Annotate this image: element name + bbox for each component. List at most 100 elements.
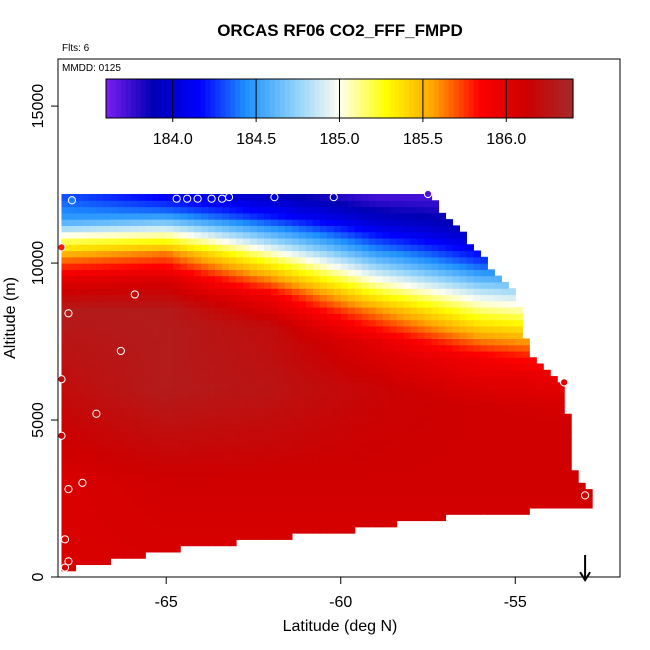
field-cell bbox=[263, 533, 272, 540]
field-cell bbox=[284, 501, 293, 509]
field-cell bbox=[557, 489, 565, 496]
field-cell bbox=[89, 212, 97, 220]
field-cell bbox=[208, 332, 216, 340]
field-cell bbox=[480, 269, 488, 277]
field-cell bbox=[96, 551, 104, 559]
field-cell bbox=[201, 470, 209, 478]
field-cell bbox=[89, 413, 97, 421]
field-cell bbox=[417, 344, 426, 352]
field-cell bbox=[424, 388, 433, 396]
field-cell bbox=[536, 420, 544, 427]
field-cell bbox=[515, 357, 523, 365]
field-cell bbox=[305, 307, 314, 314]
x-tick-label: -55 bbox=[504, 594, 527, 611]
field-cell bbox=[305, 231, 314, 239]
field-cell bbox=[152, 476, 160, 484]
field-cell bbox=[159, 338, 167, 346]
field-cell bbox=[438, 363, 447, 371]
field-cell bbox=[305, 256, 314, 264]
field-cell bbox=[326, 388, 335, 396]
field-cell bbox=[305, 313, 314, 321]
field-cell bbox=[159, 275, 167, 283]
field-cell bbox=[361, 426, 370, 434]
field-cell bbox=[187, 394, 195, 402]
field-cell bbox=[298, 445, 307, 453]
field-cell bbox=[82, 231, 91, 239]
field-cell bbox=[515, 363, 523, 371]
field-cell bbox=[522, 363, 530, 371]
field-cell bbox=[89, 357, 97, 365]
field-cell bbox=[82, 438, 91, 446]
field-cell bbox=[145, 269, 153, 277]
field-cell bbox=[298, 407, 307, 415]
field-cell bbox=[396, 482, 405, 490]
field-cell bbox=[501, 338, 509, 346]
field-cell bbox=[201, 407, 209, 415]
field-cell bbox=[208, 319, 216, 327]
field-cell bbox=[270, 212, 279, 220]
field-cell bbox=[249, 369, 258, 377]
field-cell bbox=[347, 420, 356, 427]
field-cell bbox=[347, 482, 356, 490]
field-cell bbox=[417, 476, 426, 484]
field-cell bbox=[159, 507, 167, 515]
field-cell bbox=[180, 244, 188, 252]
field-cell bbox=[152, 288, 160, 296]
field-cell bbox=[180, 294, 188, 302]
field-cell bbox=[319, 237, 328, 245]
field-cell bbox=[347, 338, 356, 346]
field-cell bbox=[194, 313, 202, 321]
field-cell bbox=[501, 369, 509, 377]
field-cell bbox=[494, 432, 502, 440]
field-cell bbox=[201, 401, 209, 409]
field-cell bbox=[466, 407, 474, 415]
field-cell bbox=[263, 457, 272, 465]
field-cell bbox=[494, 401, 502, 409]
field-cell bbox=[145, 507, 153, 515]
field-cell bbox=[82, 363, 91, 371]
field-cell bbox=[173, 269, 181, 277]
field-cell bbox=[270, 463, 279, 471]
field-cell bbox=[389, 250, 398, 258]
field-cell bbox=[305, 294, 314, 302]
field-cell bbox=[194, 388, 202, 396]
observation-point bbox=[172, 194, 181, 203]
field-cell bbox=[403, 300, 412, 308]
field-cell bbox=[110, 269, 118, 277]
field-cell bbox=[117, 388, 125, 396]
field-cell bbox=[82, 545, 91, 553]
field-cell bbox=[319, 470, 328, 478]
field-cell bbox=[208, 288, 216, 296]
field-cell bbox=[61, 451, 70, 459]
field-cell bbox=[284, 413, 293, 421]
field-cell bbox=[263, 244, 272, 252]
field-cell bbox=[431, 263, 440, 270]
field-cell bbox=[138, 445, 146, 453]
field-cell bbox=[89, 200, 97, 208]
field-cell bbox=[417, 300, 426, 308]
field-cell bbox=[68, 325, 77, 333]
field-cell bbox=[208, 495, 216, 503]
field-cell bbox=[138, 350, 146, 358]
field-cell bbox=[487, 432, 495, 440]
field-cell bbox=[96, 225, 104, 233]
field-cell bbox=[354, 344, 363, 352]
field-cell bbox=[208, 426, 216, 434]
field-cell bbox=[263, 363, 272, 371]
field-cell bbox=[452, 394, 461, 402]
field-cell bbox=[319, 501, 328, 509]
colorbar-swatch bbox=[334, 79, 341, 118]
colorbar-swatch bbox=[533, 79, 539, 118]
field-cell bbox=[215, 438, 223, 446]
field-cell bbox=[208, 394, 216, 402]
field-cell bbox=[110, 445, 118, 453]
field-cell bbox=[340, 451, 349, 459]
field-cell bbox=[89, 451, 97, 459]
field-cell bbox=[298, 520, 307, 528]
field-cell bbox=[417, 350, 426, 358]
field-cell bbox=[180, 407, 188, 415]
field-cell bbox=[270, 482, 279, 490]
field-cell bbox=[117, 426, 125, 434]
field-cell bbox=[319, 357, 328, 365]
field-cell bbox=[159, 219, 167, 226]
